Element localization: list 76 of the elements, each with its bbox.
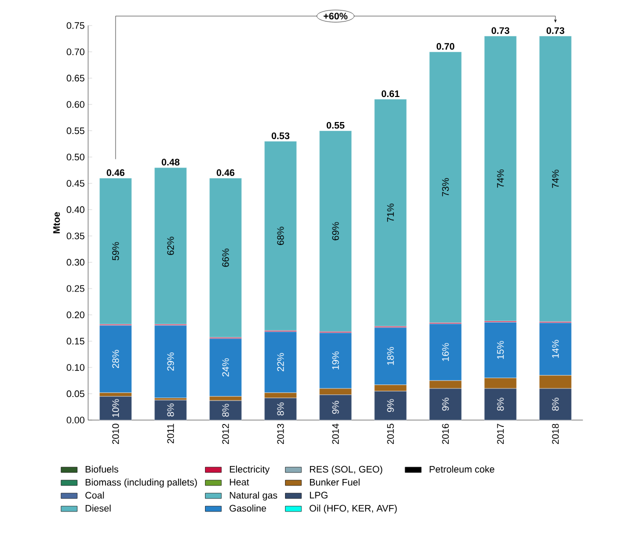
x-tick-label: 2017: [497, 424, 504, 444]
y-tick-label: 0.10: [66, 364, 84, 371]
y-tick-label: 0.00: [66, 416, 84, 424]
annotation: 62%: [167, 236, 174, 255]
annotation: 74%: [497, 169, 504, 188]
annotation: 8%: [497, 398, 504, 411]
y-tick-label: 0.30: [66, 258, 84, 266]
annotation: 66%: [222, 248, 229, 267]
total-label: 0.46: [106, 169, 124, 176]
legend-label: Natural gas: [230, 492, 278, 500]
legend-label: Diesel: [86, 504, 111, 512]
y-tick-label: 0.75: [66, 22, 84, 29]
annotation: 74%: [552, 170, 559, 188]
y-tick-label: 0.35: [66, 232, 84, 240]
annotation: 18%: [387, 347, 394, 365]
y-tick-label: 0.05: [66, 390, 84, 398]
annotation: 9%: [387, 399, 394, 412]
total-label: 0.73: [546, 27, 564, 34]
legend-label: Heat: [230, 478, 250, 486]
total-label: 0.48: [162, 158, 180, 166]
legend-label: Electricity: [230, 466, 270, 474]
annotation: 69%: [332, 222, 339, 240]
legend-label: Biomass (including pallets): [86, 478, 197, 488]
total-label: 0.55: [326, 122, 344, 129]
y-tick-label: 0.45: [66, 180, 84, 187]
x-tick-label: 2013: [277, 424, 284, 444]
total-label: 0.73: [492, 27, 510, 34]
legend-label: Gasoline: [230, 504, 266, 512]
y-tick-label: 0.65: [66, 74, 84, 82]
annotation: 8%: [277, 402, 284, 416]
y-axis-title: Mtoe: [53, 212, 60, 234]
annotation: 59%: [112, 242, 119, 260]
y-tick-label: 0.25: [66, 285, 84, 292]
x-tick-label: 2010: [112, 424, 119, 444]
total-label: 0.70: [436, 43, 454, 50]
annotation: 29%: [167, 352, 174, 371]
legend-label: Bunker Fuel: [310, 478, 360, 486]
legend-label: Petroleum coke: [430, 466, 494, 473]
x-tick-label: 2012: [222, 424, 229, 444]
legend-label: Oil (HFO, KER, AVF): [310, 504, 397, 514]
annotation: 14%: [552, 340, 559, 358]
y-tick-label: 0.50: [66, 154, 84, 160]
total-label: 0.46: [216, 169, 234, 176]
x-tick-label: 2016: [442, 424, 449, 444]
legend-label: Biofuels: [86, 466, 118, 473]
annotation: 68%: [277, 226, 284, 245]
annotation: 8%: [167, 404, 174, 416]
annotation: 24%: [222, 358, 229, 376]
annotation: 71%: [387, 204, 394, 222]
annotation: 9%: [332, 400, 339, 414]
total-label: 0.53: [272, 132, 290, 140]
annotation: 19%: [332, 351, 339, 370]
annotation: 28%: [112, 350, 119, 368]
y-tick-label: 0.70: [66, 48, 84, 56]
x-tick-label: 2014: [332, 424, 339, 444]
total-label: 0.61: [382, 90, 400, 98]
annotation: 73%: [442, 178, 449, 196]
legend-label: Coal: [85, 492, 104, 499]
x-tick-label: 2011: [167, 424, 174, 444]
legend-label: RES (SOL, GEO): [310, 466, 382, 474]
x-tick-label: 2015: [387, 424, 394, 444]
text: +60%: [324, 12, 348, 20]
y-tick-label: 0.55: [66, 127, 84, 134]
y-tick-label: 0.40: [66, 206, 84, 213]
annotation: 15%: [497, 340, 504, 359]
annotation: 8%: [552, 398, 559, 411]
annotation: 10%: [112, 399, 119, 417]
annotation: 16%: [442, 343, 449, 361]
annotation: 8%: [222, 404, 229, 417]
y-tick-label: 0.20: [66, 312, 84, 318]
y-tick-label: 0.60: [66, 101, 84, 108]
legend-label: LPG: [310, 492, 328, 498]
annotation: 9%: [442, 398, 449, 411]
y-tick-label: 0.15: [66, 338, 84, 344]
x-tick-label: 2018: [552, 424, 559, 444]
annotation: 22%: [277, 353, 284, 372]
